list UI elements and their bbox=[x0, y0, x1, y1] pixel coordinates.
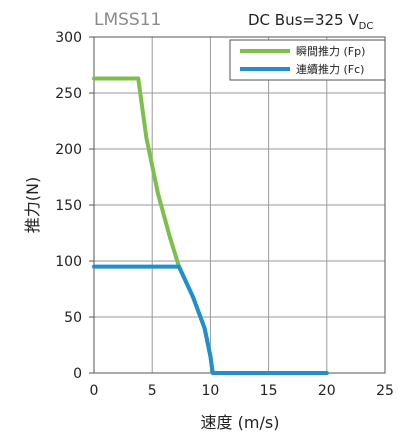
legend-label: 連續推力 (Fc) bbox=[296, 62, 364, 76]
y-tick-label: 150 bbox=[55, 198, 82, 214]
x-tick-label: 20 bbox=[318, 383, 336, 399]
x-tick-label: 10 bbox=[201, 383, 219, 399]
y-tick-label: 100 bbox=[55, 254, 82, 270]
x-tick-label: 5 bbox=[148, 383, 157, 399]
y-axis-title: 推力(N) bbox=[23, 177, 42, 233]
x-tick-label: 15 bbox=[260, 383, 278, 399]
x-tick-label: 0 bbox=[90, 383, 99, 399]
bus-label: DC Bus=325 VDC bbox=[248, 11, 373, 32]
legend: 瞬間推力 (Fp) 連續推力 (Fc) bbox=[229, 39, 386, 81]
x-tick-label: 25 bbox=[376, 383, 394, 399]
y-tick-label: 200 bbox=[55, 142, 82, 158]
legend-label: 瞬間推力 (Fp) bbox=[296, 44, 365, 58]
model-label: LMSS11 bbox=[94, 10, 161, 30]
x-axis-title: 速度 (m/s) bbox=[201, 413, 280, 432]
y-tick-label: 300 bbox=[55, 30, 82, 46]
series-layer bbox=[92, 76, 329, 375]
series-line-continuous-force bbox=[92, 264, 329, 375]
bus-label-main: DC Bus=325 V bbox=[248, 11, 359, 29]
bus-label-subscript: DC bbox=[359, 21, 374, 32]
y-tick-label: 250 bbox=[55, 86, 82, 102]
legend-box bbox=[229, 39, 386, 81]
y-tick-label: 50 bbox=[64, 310, 82, 326]
y-tick-label: 0 bbox=[73, 366, 82, 382]
